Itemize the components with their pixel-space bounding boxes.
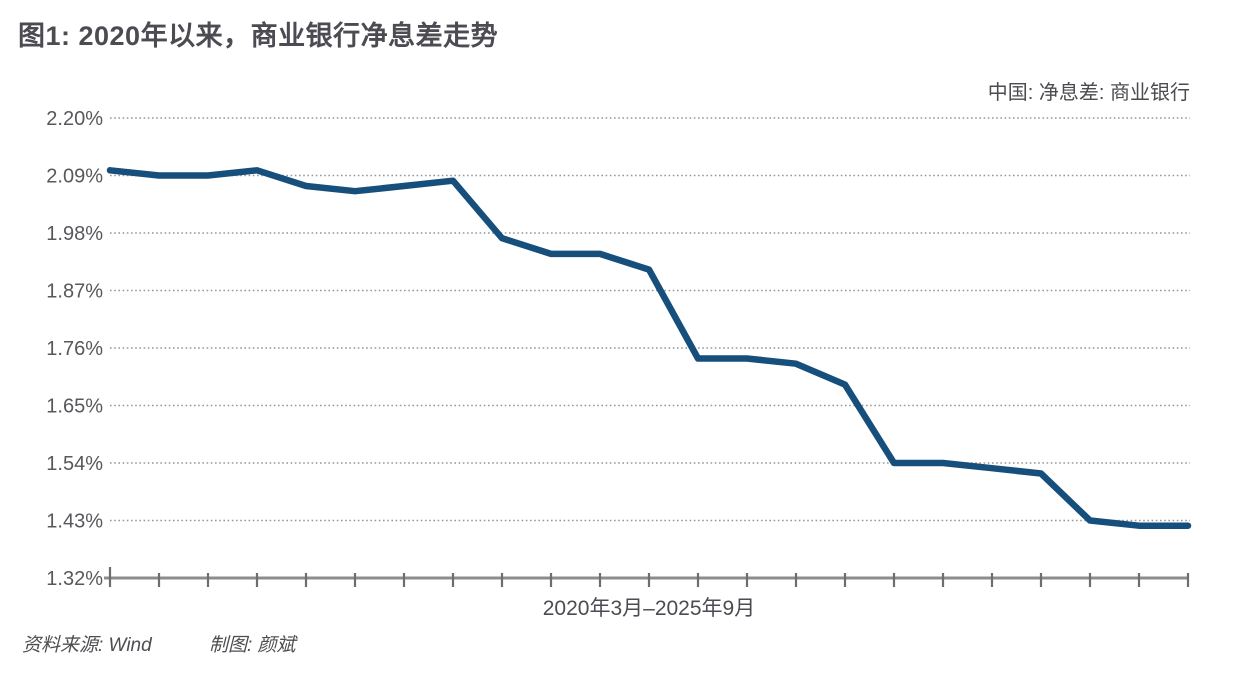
footer: 资料来源: Wind 制图: 颜斌: [22, 630, 296, 657]
x-axis-label: 2020年3月–2025年9月: [542, 597, 756, 620]
y-tick-label: 1.65%: [46, 396, 103, 418]
series-legend: 中国: 净息差: 商业银行: [987, 82, 1190, 104]
source-note: 资料来源: Wind: [22, 635, 152, 656]
y-tick-label: 1.87%: [46, 281, 103, 303]
y-tick-label: 1.76%: [46, 338, 103, 360]
y-tick-label: 2.20%: [46, 108, 103, 130]
y-tick-label: 1.54%: [46, 453, 103, 475]
figure-title: 图1: 2020年以来，商业银行净息差走势: [18, 21, 499, 51]
y-tick-label: 2.09%: [46, 166, 103, 188]
credit-note: 制图: 颜斌: [208, 635, 296, 656]
y-tick-label: 1.98%: [46, 223, 103, 245]
y-tick-label: 1.43%: [46, 511, 103, 533]
y-tick-label: 1.32%: [46, 568, 103, 590]
nim-data-line: [106, 167, 1192, 529]
